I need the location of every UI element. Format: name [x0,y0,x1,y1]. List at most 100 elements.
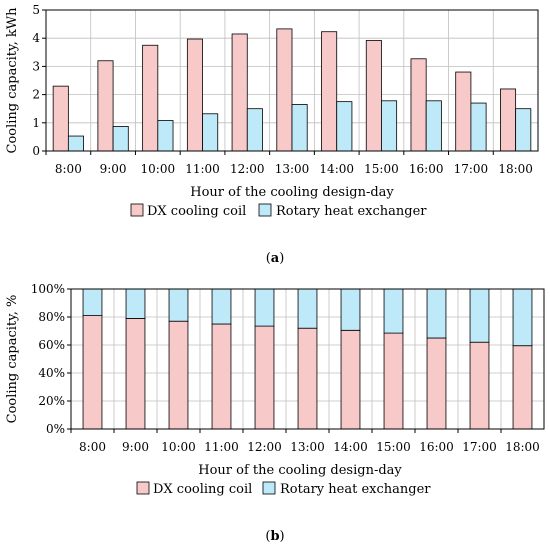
bar-rotary-b [82,288,103,317]
bar-dx-b [297,327,318,430]
x-tick-label-a: 12:00 [230,162,265,176]
bar-dx-a [142,44,159,152]
x-tick-label-a: 16:00 [409,162,444,176]
bar-rotary-b [211,288,232,325]
bar-dx-a [97,60,114,152]
y-tick-label-a: 2 [32,88,40,102]
x-tick-label-b: 17:00 [462,440,497,454]
bar-dx-b [168,320,189,430]
bar-rotary-a [515,108,532,152]
bar-dx-a [186,38,203,152]
bar-dx-b [426,337,447,430]
y-tick-label-b: 80% [38,310,65,324]
bar-dx-a [231,33,248,152]
bar-rotary-a [425,100,442,152]
bar-rotary-b [426,288,447,339]
y-tick-label-b: 0% [46,422,65,436]
bar-rotary-b [469,288,490,343]
x-tick-labels-b: 8:00 9:00 10:00 11:00 12:00 13:00 14:00 15:00 16… [70,429,540,454]
x-tick-label-a: 14:00 [319,162,354,176]
bar-dx-b [469,341,490,430]
plot-frame-b [70,288,545,430]
bar-dx-a [410,58,427,152]
x-tick-label-b: 11:00 [204,440,239,454]
bar-rotary-a [246,108,263,152]
bar-dx-a [455,71,472,152]
y-axis-label-a: Cooling capacity, kWh [5,7,20,154]
x-tick-label-a: 18:00 [498,162,533,176]
bar-dx-a [52,85,69,152]
x-tick-label-a: 10:00 [141,162,176,176]
panel-label-b: (b) [265,529,284,544]
y-tick-label-a: 1 [32,116,40,130]
bar-dx-a [321,31,338,152]
y-tick-label-b: 60% [38,338,65,352]
bar-dx-b [211,323,232,430]
bar-dx-b [254,325,275,430]
bar-rotary-a [67,135,84,152]
y-tick-labels-a: 0 1 2 3 4 5 [32,3,46,158]
gridlines-b [71,289,544,429]
y-tick-label-b: 20% [38,394,65,408]
panel-label-a: (a) [266,251,285,266]
legend-b: DX cooling coil Rotary heat exchanger [136,481,431,497]
legend-label-dx-a: DX cooling coil [147,204,246,219]
legend-label-dx-b: DX cooling coil [153,482,252,497]
legend-label-rotary-b: Rotary heat exchanger [280,482,431,497]
bar-rotary-b [168,288,189,322]
bar-dx-b [82,315,103,430]
bar-rotary-b [125,288,146,319]
legend-swatch-rotary-a [258,203,272,217]
chart-panel-a: 0 1 2 3 4 5 8:00 9:00 10:00 11:00 12:00 13:00 14:00… [5,3,539,266]
bar-rotary-a [381,100,398,152]
legend-swatch-rotary-b [262,481,276,495]
y-tick-label-a: 4 [32,31,40,45]
bars-a [52,28,532,152]
bar-rotary-b [383,288,404,334]
x-tick-label-a: 9:00 [100,162,127,176]
x-axis-label-a: Hour of the cooling design-day [190,185,394,200]
bar-rotary-a [157,120,174,152]
bar-rotary-a [291,104,308,152]
x-tick-label-b: 10:00 [161,440,196,454]
bar-dx-a [365,40,382,152]
bar-dx-b [383,332,404,430]
bar-rotary-a [470,102,487,152]
x-tick-label-b: 14:00 [333,440,368,454]
y-tick-label-a: 5 [32,3,40,17]
x-axis-label-b: Hour of the cooling design-day [198,463,402,478]
x-tick-label-a: 11:00 [185,162,220,176]
chart-panel-b: 0% 20% 40% 60% 80% 100% 8:00 9:00 10:00 11:00 12:… [5,282,545,544]
y-axis-label-b: Cooling capacity, % [5,295,20,424]
x-tick-label-a: 17:00 [454,162,489,176]
x-tick-label-a: 15:00 [364,162,399,176]
x-tick-labels-a: 8:00 9:00 10:00 11:00 12:00 13:00 14:00 15:00 16… [45,151,533,176]
bar-dx-b [512,345,533,430]
bar-rotary-b [340,288,361,331]
x-tick-label-b: 16:00 [419,440,454,454]
y-tick-label-a: 0 [32,144,40,158]
bar-rotary-b [512,288,533,347]
y-tick-label-a: 3 [32,59,40,73]
bar-rotary-b [297,288,318,329]
legend-swatch-dx-a [130,203,144,217]
legend-a: DX cooling coil Rotary heat exchanger [130,203,427,219]
x-tick-label-b: 13:00 [290,440,325,454]
x-tick-label-b: 9:00 [122,440,149,454]
bar-dx-b [125,317,146,430]
bar-rotary-a [112,126,129,152]
x-tick-label-a: 13:00 [275,162,310,176]
x-tick-label-b: 12:00 [247,440,282,454]
bar-rotary-a [336,101,353,152]
x-tick-label-b: 15:00 [376,440,411,454]
bar-dx-a [276,28,293,152]
bar-dx-a [500,88,517,152]
plot-frame-a [45,9,539,152]
x-tick-label-b: 18:00 [505,440,540,454]
bar-dx-b [340,329,361,430]
x-tick-label-a: 8:00 [55,162,82,176]
bar-rotary-a [202,113,219,152]
y-tick-label-b: 40% [38,366,65,380]
legend-swatch-dx-b [136,481,150,495]
